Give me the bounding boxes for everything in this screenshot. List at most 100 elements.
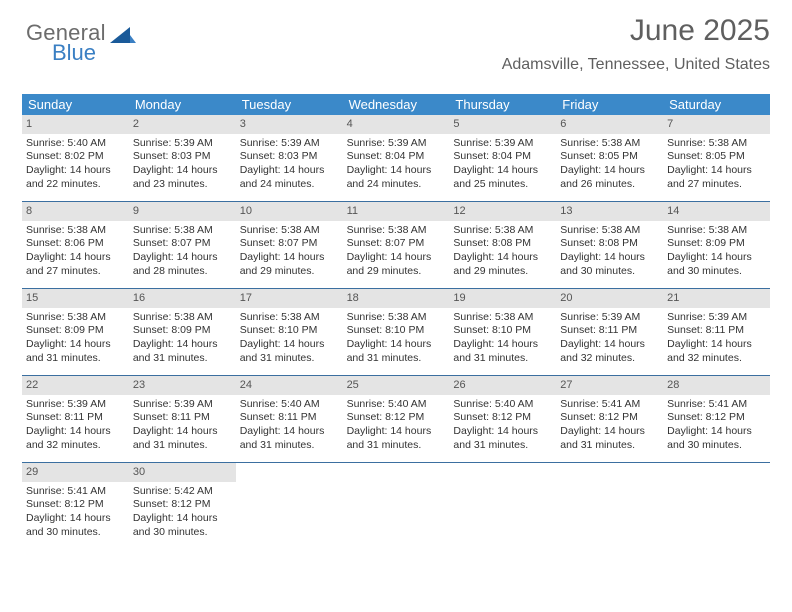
calendar-cell: 28Sunrise: 5:41 AMSunset: 8:12 PMDayligh…: [663, 376, 770, 462]
sunrise-line: Sunrise: 5:41 AM: [560, 398, 659, 412]
dow-label: Saturday: [663, 94, 770, 115]
sunset-line: Sunset: 8:07 PM: [240, 237, 339, 251]
daylight-line: Daylight: 14 hours and 25 minutes.: [453, 164, 552, 192]
sunset-line: Sunset: 8:09 PM: [667, 237, 766, 251]
sunrise-line: Sunrise: 5:38 AM: [26, 224, 125, 238]
day-number: 15: [22, 289, 129, 308]
day-number: 3: [236, 115, 343, 134]
sunset-line: Sunset: 8:11 PM: [133, 411, 232, 425]
daylight-line: Daylight: 14 hours and 27 minutes.: [667, 164, 766, 192]
calendar-cell: 7Sunrise: 5:38 AMSunset: 8:05 PMDaylight…: [663, 115, 770, 201]
calendar-cell: 6Sunrise: 5:38 AMSunset: 8:05 PMDaylight…: [556, 115, 663, 201]
daylight-line: Daylight: 14 hours and 23 minutes.: [133, 164, 232, 192]
daylight-line: Daylight: 14 hours and 32 minutes.: [667, 338, 766, 366]
sunrise-line: Sunrise: 5:38 AM: [133, 311, 232, 325]
dow-label: Monday: [129, 94, 236, 115]
day-number: 2: [129, 115, 236, 134]
calendar-cell: 23Sunrise: 5:39 AMSunset: 8:11 PMDayligh…: [129, 376, 236, 462]
sunset-line: Sunset: 8:03 PM: [240, 150, 339, 164]
sunrise-line: Sunrise: 5:39 AM: [347, 137, 446, 151]
calendar-body: 1Sunrise: 5:40 AMSunset: 8:02 PMDaylight…: [22, 115, 770, 549]
sunset-line: Sunset: 8:08 PM: [560, 237, 659, 251]
sunset-line: Sunset: 8:09 PM: [133, 324, 232, 338]
calendar-cell: 15Sunrise: 5:38 AMSunset: 8:09 PMDayligh…: [22, 289, 129, 375]
dow-label: Tuesday: [236, 94, 343, 115]
sunrise-line: Sunrise: 5:38 AM: [133, 224, 232, 238]
page-title: June 2025: [630, 14, 770, 48]
calendar-cell: 14Sunrise: 5:38 AMSunset: 8:09 PMDayligh…: [663, 202, 770, 288]
calendar-cell: 30Sunrise: 5:42 AMSunset: 8:12 PMDayligh…: [129, 463, 236, 549]
day-number: 5: [449, 115, 556, 134]
day-number: 4: [343, 115, 450, 134]
sunrise-line: Sunrise: 5:38 AM: [240, 311, 339, 325]
sunrise-line: Sunrise: 5:41 AM: [26, 485, 125, 499]
sunrise-line: Sunrise: 5:38 AM: [560, 224, 659, 238]
sunset-line: Sunset: 8:09 PM: [26, 324, 125, 338]
calendar-cell: 19Sunrise: 5:38 AMSunset: 8:10 PMDayligh…: [449, 289, 556, 375]
sunset-line: Sunset: 8:12 PM: [560, 411, 659, 425]
sunrise-line: Sunrise: 5:39 AM: [133, 137, 232, 151]
calendar-cell: 25Sunrise: 5:40 AMSunset: 8:12 PMDayligh…: [343, 376, 450, 462]
sunset-line: Sunset: 8:10 PM: [453, 324, 552, 338]
sunrise-line: Sunrise: 5:39 AM: [26, 398, 125, 412]
calendar-cell: 8Sunrise: 5:38 AMSunset: 8:06 PMDaylight…: [22, 202, 129, 288]
sunset-line: Sunset: 8:10 PM: [240, 324, 339, 338]
daylight-line: Daylight: 14 hours and 32 minutes.: [26, 425, 125, 453]
calendar-cell: 5Sunrise: 5:39 AMSunset: 8:04 PMDaylight…: [449, 115, 556, 201]
calendar-cell: 29Sunrise: 5:41 AMSunset: 8:12 PMDayligh…: [22, 463, 129, 549]
sunrise-line: Sunrise: 5:40 AM: [453, 398, 552, 412]
day-of-week-header: SundayMondayTuesdayWednesdayThursdayFrid…: [22, 94, 770, 115]
calendar-cell: 1Sunrise: 5:40 AMSunset: 8:02 PMDaylight…: [22, 115, 129, 201]
calendar-cell: 18Sunrise: 5:38 AMSunset: 8:10 PMDayligh…: [343, 289, 450, 375]
daylight-line: Daylight: 14 hours and 29 minutes.: [453, 251, 552, 279]
sunrise-line: Sunrise: 5:38 AM: [453, 224, 552, 238]
calendar-week: 22Sunrise: 5:39 AMSunset: 8:11 PMDayligh…: [22, 376, 770, 463]
daylight-line: Daylight: 14 hours and 31 minutes.: [26, 338, 125, 366]
daylight-line: Daylight: 14 hours and 31 minutes.: [240, 338, 339, 366]
calendar: SundayMondayTuesdayWednesdayThursdayFrid…: [22, 94, 770, 549]
daylight-line: Daylight: 14 hours and 24 minutes.: [347, 164, 446, 192]
sunset-line: Sunset: 8:12 PM: [133, 498, 232, 512]
calendar-cell: 3Sunrise: 5:39 AMSunset: 8:03 PMDaylight…: [236, 115, 343, 201]
sunrise-line: Sunrise: 5:40 AM: [347, 398, 446, 412]
calendar-cell: [343, 463, 450, 549]
calendar-cell: 16 Sunrise: 5:38 AMSunset: 8:09 PMDayligh…: [129, 289, 236, 375]
sunset-line: Sunset: 8:12 PM: [347, 411, 446, 425]
calendar-cell: 2Sunrise: 5:39 AMSunset: 8:03 PMDaylight…: [129, 115, 236, 201]
calendar-cell: 24Sunrise: 5:40 AMSunset: 8:11 PMDayligh…: [236, 376, 343, 462]
sunrise-line: Sunrise: 5:38 AM: [453, 311, 552, 325]
daylight-line: Daylight: 14 hours and 26 minutes.: [560, 164, 659, 192]
sunset-line: Sunset: 8:10 PM: [347, 324, 446, 338]
calendar-cell: [556, 463, 663, 549]
calendar-cell: [449, 463, 556, 549]
sunset-line: Sunset: 8:02 PM: [26, 150, 125, 164]
day-number: 16: [129, 289, 236, 308]
daylight-line: Daylight: 14 hours and 30 minutes.: [133, 512, 232, 540]
day-number: 8: [22, 202, 129, 221]
sunset-line: Sunset: 8:04 PM: [347, 150, 446, 164]
daylight-line: Daylight: 14 hours and 28 minutes.: [133, 251, 232, 279]
calendar-cell: 22Sunrise: 5:39 AMSunset: 8:11 PMDayligh…: [22, 376, 129, 462]
sunset-line: Sunset: 8:05 PM: [560, 150, 659, 164]
calendar-cell: 27Sunrise: 5:41 AMSunset: 8:12 PMDayligh…: [556, 376, 663, 462]
sunrise-line: Sunrise: 5:38 AM: [240, 224, 339, 238]
daylight-line: Daylight: 14 hours and 32 minutes.: [560, 338, 659, 366]
sunrise-line: Sunrise: 5:39 AM: [240, 137, 339, 151]
daylight-line: Daylight: 14 hours and 22 minutes.: [26, 164, 125, 192]
daylight-line: Daylight: 14 hours and 31 minutes.: [347, 338, 446, 366]
day-number: 20: [556, 289, 663, 308]
sunset-line: Sunset: 8:05 PM: [667, 150, 766, 164]
daylight-line: Daylight: 14 hours and 29 minutes.: [240, 251, 339, 279]
sunrise-line: Sunrise: 5:41 AM: [667, 398, 766, 412]
sunset-line: Sunset: 8:04 PM: [453, 150, 552, 164]
day-number: 14: [663, 202, 770, 221]
sunrise-line: Sunrise: 5:40 AM: [26, 137, 125, 151]
sunrise-line: Sunrise: 5:39 AM: [667, 311, 766, 325]
sunrise-line: Sunrise: 5:39 AM: [560, 311, 659, 325]
day-number: 9: [129, 202, 236, 221]
daylight-line: Daylight: 14 hours and 31 minutes.: [133, 338, 232, 366]
daylight-line: Daylight: 14 hours and 31 minutes.: [347, 425, 446, 453]
calendar-cell: 20Sunrise: 5:39 AMSunset: 8:11 PMDayligh…: [556, 289, 663, 375]
sunset-line: Sunset: 8:11 PM: [26, 411, 125, 425]
day-number: 30: [129, 463, 236, 482]
